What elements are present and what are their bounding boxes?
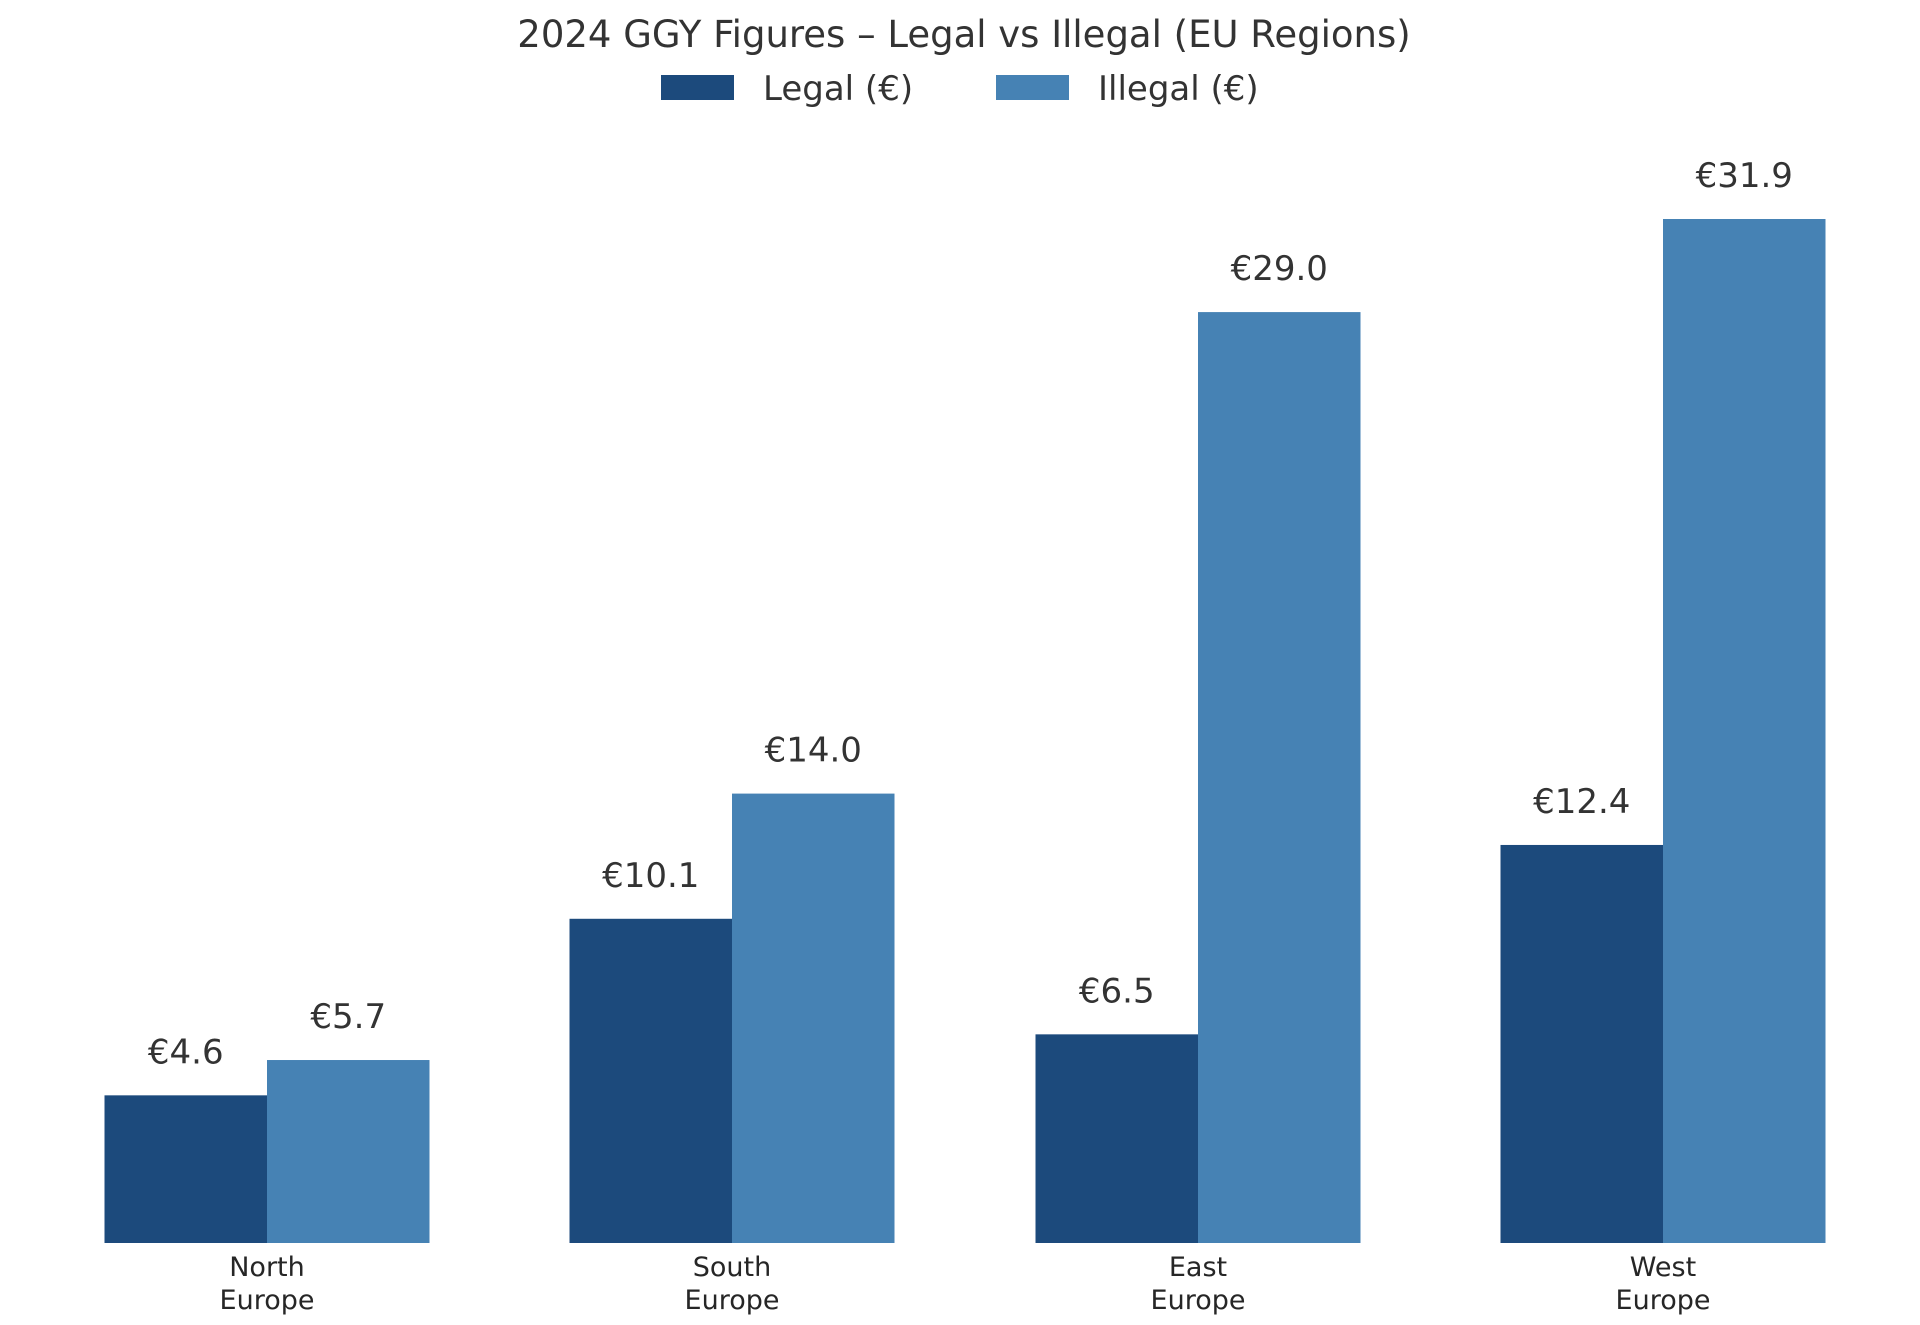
bar-legal-1 xyxy=(569,918,732,1243)
value-labels: €4.6 €5.7 €10.1 €14.0 €6.5 €29.0 €12.4 €31.9 xyxy=(148,156,1793,1072)
value-label: €6.5 xyxy=(1079,971,1155,1011)
value-label: €4.6 xyxy=(148,1032,224,1072)
x-axis-ticks: NorthEuropeSouthEuropeEastEuropeWestEuro… xyxy=(220,1252,1711,1316)
legend-swatch-0 xyxy=(661,75,734,100)
value-label: €14.0 xyxy=(765,731,862,771)
value-label: €31.9 xyxy=(1696,156,1793,196)
x-tick-label: South xyxy=(693,1252,771,1283)
bar-illegal-1 xyxy=(732,793,895,1243)
bar-illegal-3 xyxy=(1663,219,1826,1243)
x-tick-label: Europe xyxy=(1151,1285,1246,1316)
bars xyxy=(104,219,1826,1243)
x-tick-label: Europe xyxy=(1616,1285,1711,1316)
chart-title: 2024 GGY Figures – Legal vs Illegal (EU … xyxy=(517,13,1410,56)
x-tick-label: Europe xyxy=(685,1285,780,1316)
x-tick-label: Europe xyxy=(220,1285,315,1316)
value-label: €10.1 xyxy=(602,856,699,896)
legend-label-1: Illegal (€) xyxy=(1098,69,1259,109)
bar-illegal-2 xyxy=(1198,312,1361,1243)
bar-illegal-0 xyxy=(267,1060,430,1243)
value-label: €29.0 xyxy=(1231,249,1328,289)
legend-label-0: Legal (€) xyxy=(763,69,913,109)
bar-legal-3 xyxy=(1500,844,1663,1243)
value-label: €5.7 xyxy=(310,997,386,1037)
bar-legal-2 xyxy=(1035,1034,1198,1243)
x-tick-label: West xyxy=(1630,1252,1696,1283)
x-tick-label: East xyxy=(1169,1252,1227,1283)
value-label: €12.4 xyxy=(1533,782,1630,822)
legend-swatch-1 xyxy=(996,75,1069,100)
legend: Legal (€) Illegal (€) xyxy=(661,69,1259,109)
x-tick-label: North xyxy=(229,1252,305,1283)
bar-legal-0 xyxy=(104,1095,267,1243)
